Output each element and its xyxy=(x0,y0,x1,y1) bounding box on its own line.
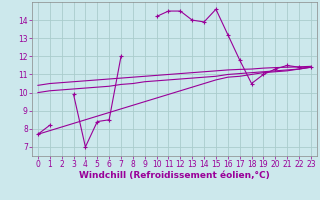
X-axis label: Windchill (Refroidissement éolien,°C): Windchill (Refroidissement éolien,°C) xyxy=(79,171,270,180)
